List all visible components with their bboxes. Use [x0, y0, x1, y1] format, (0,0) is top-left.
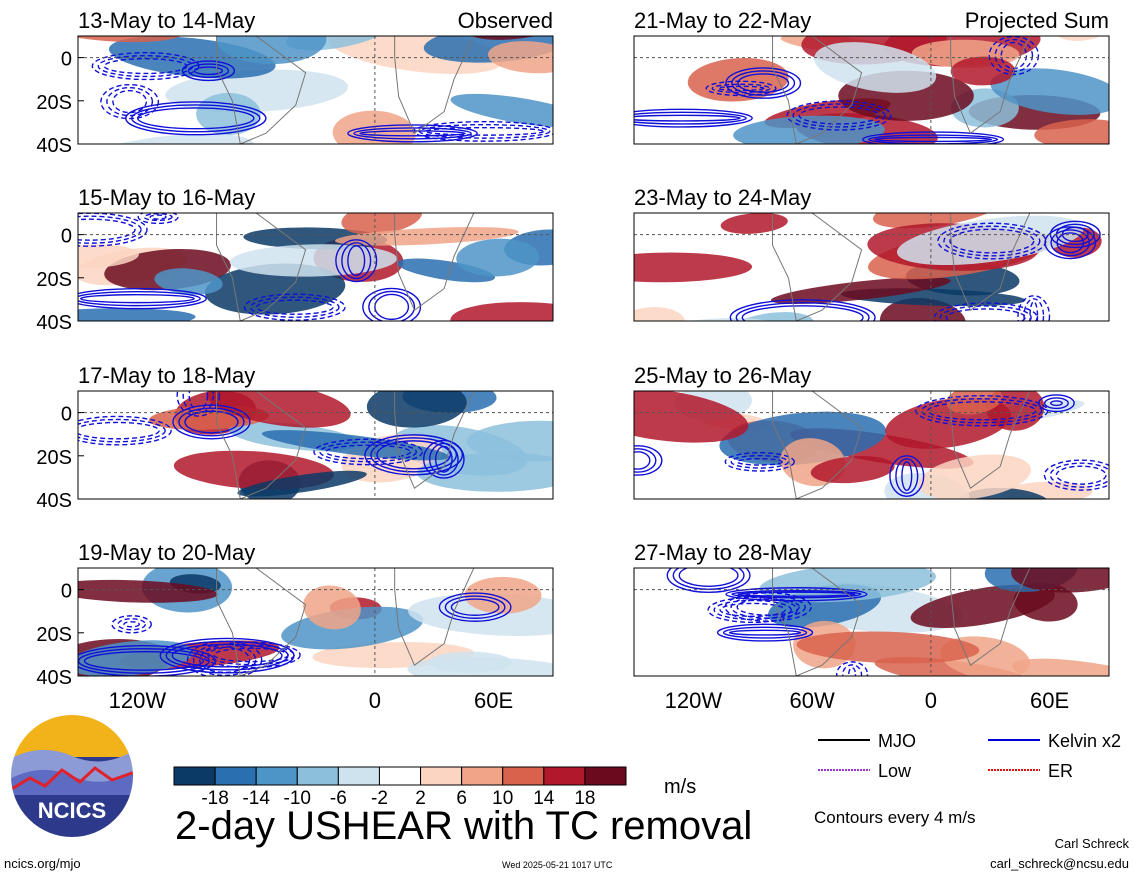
panel-p6: 23-May to 24-May — [633, 185, 1110, 322]
colorbar-label: 18 — [574, 788, 596, 809]
y-tick-label: 20S — [36, 92, 72, 114]
colorbar-swatch — [337, 766, 380, 786]
x-tick-label: 60W — [790, 688, 835, 713]
colorbar-label: 2 — [415, 788, 426, 809]
x-tick-label: 60W — [234, 688, 279, 713]
panel-title: 15-May to 16-May — [78, 185, 255, 210]
y-tick-label: 0 — [61, 49, 72, 71]
site-url[interactable]: ncics.org/mjo — [4, 856, 81, 871]
panel-title: 23-May to 24-May — [634, 185, 811, 210]
colorbar-swatch — [255, 766, 298, 786]
y-tick-label: 0 — [61, 404, 72, 426]
colorbar-label: -10 — [283, 788, 311, 809]
shear-field — [634, 213, 1109, 321]
timestamp: Wed 2025-05-21 1017 UTC — [502, 860, 613, 870]
colorbar-swatch — [543, 766, 586, 786]
panel-title: 13-May to 14-May — [78, 8, 255, 33]
author-name: Carl Schreck — [1054, 836, 1129, 851]
shear-field — [78, 568, 553, 676]
legend-label: Low — [878, 761, 912, 781]
y-tick-label: 20S — [36, 447, 72, 469]
panel-p5: 21-May to 22-May Projected Sum — [633, 8, 1110, 145]
shear-field — [78, 391, 553, 499]
x-tick-label: 0 — [369, 688, 381, 713]
panel-tag: Projected Sum — [965, 8, 1109, 33]
line-legend: MJO Kelvin x2 Low ER — [818, 731, 1121, 781]
legend-label: Kelvin x2 — [1048, 731, 1121, 751]
logo-wordmark: NCICS — [38, 798, 106, 823]
y-tick-label: 40S — [36, 135, 72, 157]
author-email[interactable]: carl_schreck@ncsu.edu — [990, 856, 1129, 871]
colorbar-swatch — [214, 766, 257, 786]
y-tick-label: 40S — [36, 490, 72, 512]
shear-field — [634, 568, 1109, 676]
colorbar-label: -18 — [201, 788, 229, 809]
colorbar-swatch — [461, 766, 504, 786]
panel-title: 19-May to 20-May — [78, 540, 255, 565]
colorbar — [173, 766, 627, 786]
legend-label: MJO — [878, 731, 916, 751]
y-tick-label: 0 — [61, 581, 72, 603]
colorbar-label: -14 — [242, 788, 270, 809]
shear-field — [78, 213, 553, 321]
panel-title: 17-May to 18-May — [78, 363, 255, 388]
panel-title: 21-May to 22-May — [634, 8, 811, 33]
panel-title: 25-May to 26-May — [634, 363, 811, 388]
y-tick-label: 40S — [36, 312, 72, 334]
colorbar-labels: -18 -14 -10 -6 -2 2 6 10 14 18 — [172, 788, 632, 812]
panel-p7: 25-May to 26-May — [633, 363, 1110, 500]
colorbar-swatch — [296, 766, 339, 786]
colorbar-label: 10 — [492, 788, 514, 809]
colorbar-swatch — [420, 766, 463, 786]
colorbar-label: -2 — [371, 788, 388, 809]
panel-p2: 15-May to 16-May 0 20S 40S — [36, 185, 554, 334]
colorbar-swatch — [584, 766, 627, 786]
colorbar-label: -6 — [329, 788, 347, 809]
legend-label: ER — [1048, 761, 1073, 781]
x-tick-label: 0 — [925, 688, 937, 713]
y-tick-label: 0 — [61, 226, 72, 248]
panel-p3: 17-May to 18-May 0 20S 40S — [36, 363, 554, 512]
colorbar-label: 14 — [533, 788, 555, 809]
figure-title: 2-day USHEAR with TC removal — [175, 804, 753, 848]
y-tick-label: 20S — [36, 269, 72, 291]
colorbar-label: 6 — [456, 788, 467, 809]
shear-field — [634, 391, 1109, 499]
units-label: m/s — [664, 776, 697, 798]
panel-p4: 19-May to 20-May 0 20S 40S 120W 60W 0 60E — [36, 540, 554, 713]
panel-title: 27-May to 28-May — [634, 540, 811, 565]
panel-tag: Observed — [458, 8, 553, 33]
x-tick-label: 60E — [474, 688, 513, 713]
y-tick-label: 40S — [36, 667, 72, 689]
x-tick-label: 120W — [109, 688, 167, 713]
colorbar-swatch — [378, 766, 422, 786]
x-tick-label: 60E — [1030, 688, 1069, 713]
shear-field — [634, 36, 1109, 144]
y-tick-label: 20S — [36, 624, 72, 646]
x-tick-label: 120W — [665, 688, 723, 713]
panel-p1: 13-May to 14-May Observed 0 20S 40S — [36, 8, 554, 157]
panel-p8: 27-May to 28-May 120W 60W 0 60E — [633, 540, 1110, 713]
colorbar-swatch — [173, 766, 216, 786]
contour-note: Contours every 4 m/s — [814, 808, 976, 827]
ncics-logo: NCICS — [9, 713, 135, 839]
colorbar-swatch — [502, 766, 545, 786]
